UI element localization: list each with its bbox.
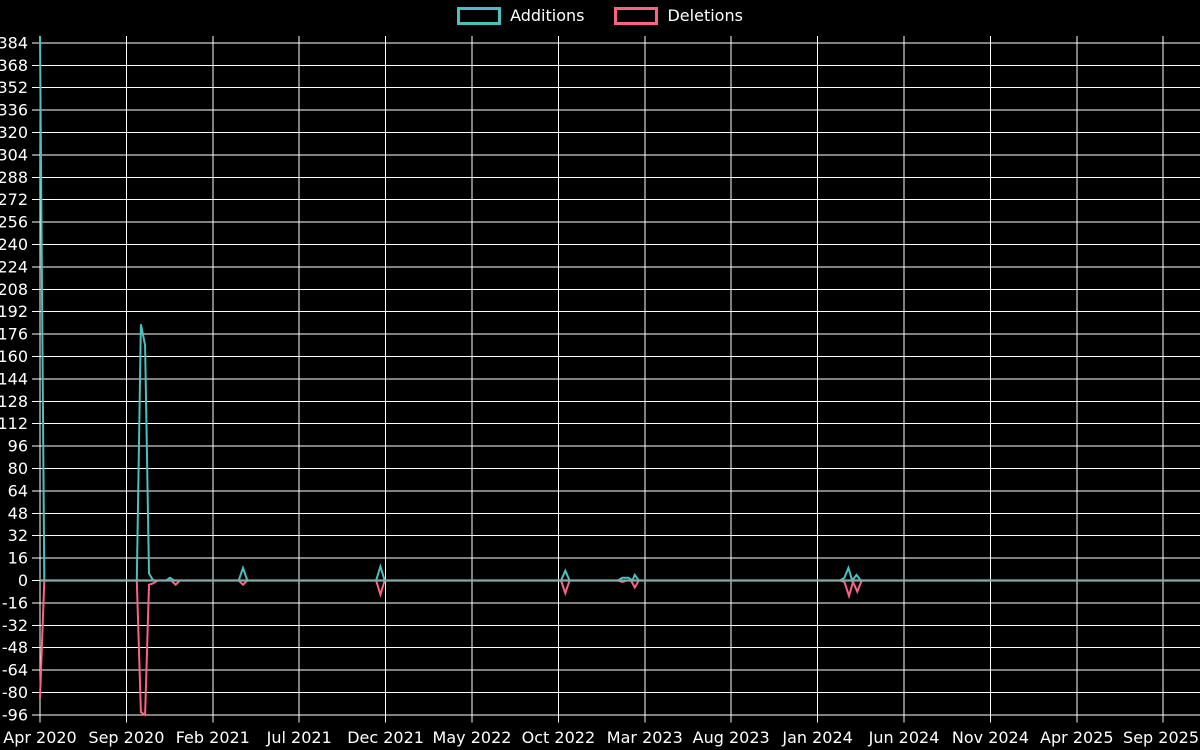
- y-tick-label: 384: [0, 33, 28, 52]
- x-tick-label: Aug 2023: [693, 728, 770, 747]
- y-tick-label: 272: [0, 190, 28, 209]
- y-tick-label: 64: [8, 481, 28, 500]
- y-tick-label: 240: [0, 235, 28, 254]
- y-tick-label: 256: [0, 213, 28, 232]
- y-tick-label: 0: [18, 571, 28, 590]
- x-tick-label: Apr 2020: [3, 728, 76, 747]
- x-tick-label: May 2022: [433, 728, 512, 747]
- y-tick-label: 224: [0, 257, 28, 276]
- y-tick-label: 144: [0, 369, 28, 388]
- x-tick-label: Mar 2023: [607, 728, 683, 747]
- legend-item-deletions[interactable]: Deletions: [614, 6, 743, 25]
- y-tick-label: -48: [2, 638, 28, 657]
- y-tick-label: 16: [8, 549, 28, 568]
- y-tick-label: 192: [0, 302, 28, 321]
- y-tick-label: 368: [0, 56, 28, 75]
- y-tick-label: 48: [8, 504, 28, 523]
- y-tick-label: 128: [0, 392, 28, 411]
- y-tick-label: 304: [0, 145, 28, 164]
- legend-item-additions[interactable]: Additions: [457, 7, 584, 25]
- x-tick-label: Jun 2024: [868, 728, 940, 747]
- chart-legend: Additions Deletions: [0, 7, 1200, 25]
- y-tick-label: 96: [8, 437, 28, 456]
- y-tick-label: 112: [0, 414, 28, 433]
- y-tick-label: 336: [0, 101, 28, 120]
- x-tick-label: Sep 2025: [1123, 728, 1199, 747]
- y-tick-label: 320: [0, 123, 28, 142]
- legend-label-additions: Additions: [510, 6, 585, 25]
- x-tick-label: Jul 2021: [266, 728, 332, 747]
- deletions-swatch-icon: [614, 7, 659, 25]
- y-tick-label: 80: [8, 459, 28, 478]
- y-tick-label: -80: [2, 683, 28, 702]
- y-tick-label: -64: [2, 661, 28, 680]
- y-tick-label: 160: [0, 347, 28, 366]
- y-tick-label: 352: [0, 78, 28, 97]
- x-tick-label: Apr 2025: [1040, 728, 1113, 747]
- additions-swatch-icon: [457, 7, 502, 25]
- y-tick-label: 32: [8, 526, 28, 545]
- series-line-additions: [39, 35, 1200, 583]
- y-tick-label: -32: [2, 616, 28, 635]
- x-tick-label: Oct 2022: [522, 728, 595, 747]
- x-tick-label: Sep 2020: [88, 728, 164, 747]
- legend-label-deletions: Deletions: [667, 6, 743, 25]
- x-tick-label: Nov 2024: [952, 728, 1029, 747]
- y-tick-label: 208: [0, 280, 28, 299]
- x-tick-label: Feb 2021: [176, 728, 250, 747]
- y-tick-label: 176: [0, 325, 28, 344]
- x-tick-label: Dec 2021: [347, 728, 424, 747]
- x-tick-label: Jan 2024: [781, 728, 852, 747]
- y-tick-label: 288: [0, 168, 28, 187]
- y-tick-label: -16: [2, 593, 28, 612]
- y-tick-label: -96: [2, 705, 28, 724]
